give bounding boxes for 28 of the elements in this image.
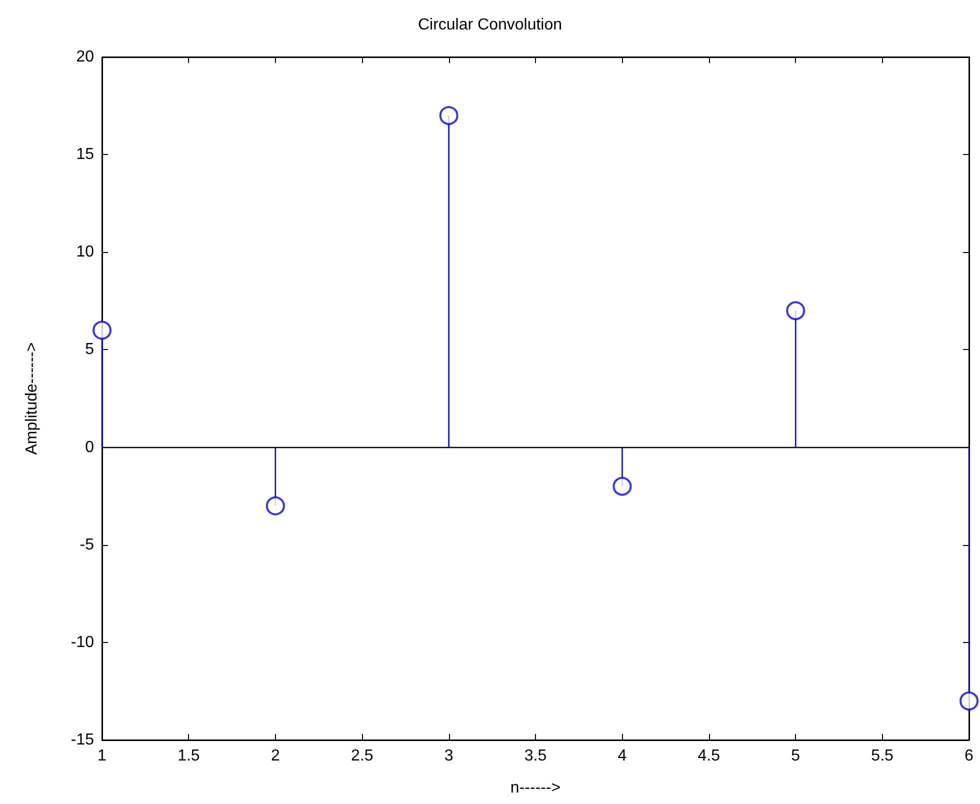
y-tick-label: -5 <box>80 536 94 554</box>
y-tick-label: -10 <box>70 634 94 651</box>
y-tick-label: 20 <box>76 48 94 66</box>
y-tick-label: 0 <box>85 438 94 456</box>
x-tick-label: 3.5 <box>524 748 547 764</box>
x-tick-label: 1.5 <box>178 748 200 764</box>
x-axis-title: n------> <box>510 780 561 796</box>
point <box>92 320 112 340</box>
x-tick-label: 6 <box>964 748 974 764</box>
x-tick-label: 3 <box>444 748 454 764</box>
x-tick-label: 5 <box>791 748 800 764</box>
y-tick-label: -15 <box>70 732 94 748</box>
point <box>786 301 806 320</box>
point <box>612 476 632 496</box>
x-tick-label: 2 <box>270 748 280 764</box>
x-tick-label: 1 <box>98 748 107 764</box>
x-tick-label: 4 <box>618 748 627 764</box>
point <box>960 691 978 710</box>
y-tick-label: 10 <box>76 244 94 261</box>
chart-title: Circular Convolution <box>418 16 562 34</box>
x-tick-label: 4.5 <box>698 748 720 764</box>
x-tick-label: 2.5 <box>350 748 374 764</box>
point <box>439 106 458 126</box>
point <box>266 496 285 516</box>
y-tick-label: 15 <box>76 146 94 164</box>
x-tick-label: 5.5 <box>871 748 894 764</box>
y-tick-label: 5 <box>85 341 94 358</box>
y-axis-title: Amplitude------> <box>24 342 40 455</box>
